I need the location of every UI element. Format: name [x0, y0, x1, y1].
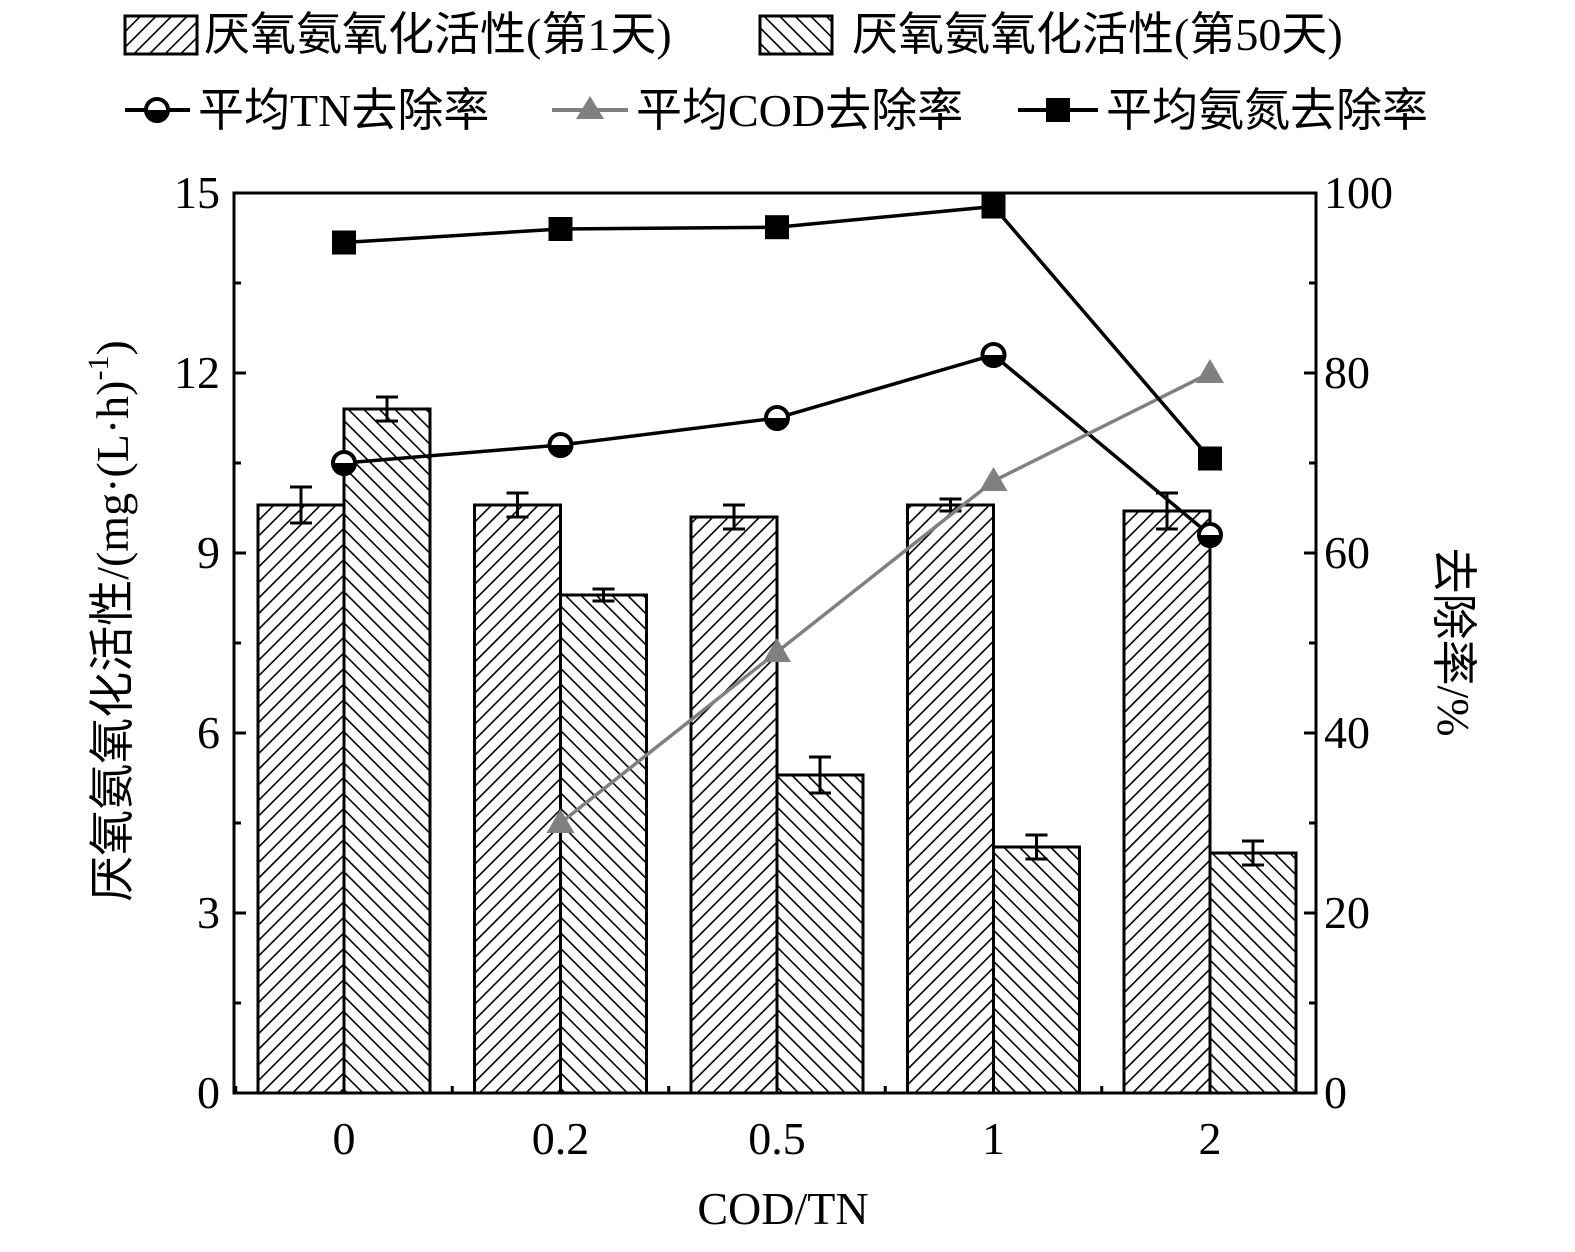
point-nh4-1	[548, 217, 573, 241]
line-markers	[331, 194, 1224, 833]
error-bar-day50-0	[376, 395, 398, 423]
y-right-tick-label: 0	[1324, 1067, 1347, 1118]
x-tick-label: 0	[333, 1113, 356, 1164]
point-nh4-0	[332, 230, 356, 255]
y-left-tick-label: 3	[197, 887, 220, 938]
error-bar-day1-0	[290, 485, 312, 525]
bar-day1-4	[1122, 509, 1212, 1095]
legend-label-day50: 厌氧氨氧化活性(第50天)	[852, 9, 1343, 60]
y-right-tick-label: 20	[1324, 887, 1370, 938]
error-bar-day50-1	[592, 587, 615, 603]
legend-swatch-day50	[758, 14, 834, 56]
point-cod-2	[979, 467, 1008, 491]
x-tick-label: 0.5	[748, 1113, 806, 1164]
legend-label-tn: 平均TN去除率	[198, 85, 489, 136]
y-left-tick-label: 6	[197, 707, 220, 758]
legend-label-cod: 平均COD去除率	[636, 85, 963, 136]
point-cod-0	[546, 809, 575, 833]
bar-day50-3	[992, 845, 1081, 1095]
error-bar-day50-2	[809, 755, 831, 795]
bar-day50-4	[1208, 851, 1298, 1095]
point-nh4-4	[1198, 446, 1222, 471]
y-axis-right-title: 去除率/%	[1428, 547, 1479, 736]
y-left-tick-label: 12	[174, 347, 220, 398]
bar-day50-1	[559, 593, 648, 1095]
bar-day1-3	[906, 503, 995, 1095]
legend-marker-nh4	[1018, 98, 1098, 122]
legend-swatch-day1	[123, 14, 199, 56]
bars	[256, 407, 1298, 1095]
point-tn-0	[331, 450, 357, 476]
x-tick-label: 1	[982, 1113, 1005, 1164]
error-bar-day50-4	[1242, 839, 1264, 867]
bar-day50-2	[775, 773, 865, 1095]
error-bars	[290, 395, 1264, 867]
x-tick-label: 0.2	[532, 1113, 590, 1164]
bar-day1-1	[473, 503, 562, 1095]
point-cod-3	[1196, 359, 1224, 383]
error-bar-day1-1	[506, 491, 529, 519]
point-cod-1	[763, 638, 791, 662]
point-tn-2	[764, 405, 790, 431]
y-right-tick-label: 60	[1324, 527, 1370, 578]
point-nh4-2	[765, 215, 789, 240]
point-tn-4	[1197, 522, 1223, 548]
y-left-tick-label: 0	[197, 1067, 220, 1118]
y-left-tick-label: 15	[174, 167, 220, 218]
point-nh4-3	[981, 194, 1006, 219]
legend-marker-cod	[552, 96, 628, 119]
legend-marker-tn	[125, 97, 190, 123]
bar-day1-2	[689, 515, 779, 1095]
y-right-tick-label: 40	[1324, 707, 1370, 758]
line-cod	[559, 371, 1211, 825]
x-tick-label: 2	[1199, 1113, 1222, 1164]
error-bar-day1-2	[723, 503, 745, 531]
y-right-tick-label: 80	[1324, 347, 1370, 398]
point-tn-1	[547, 432, 574, 458]
y-right-tick-label: 100	[1324, 167, 1393, 218]
bar-day50-0	[342, 407, 432, 1095]
x-axis-title: COD/TN	[697, 1183, 868, 1234]
error-bar-day50-3	[1025, 833, 1048, 861]
bar-day1-0	[256, 503, 346, 1095]
legend-label-nh4: 平均氨氮去除率	[1106, 85, 1428, 136]
y-left-tick-label: 9	[197, 527, 220, 578]
point-tn-3	[980, 342, 1007, 368]
legend-label-day1: 厌氧氨氧化活性(第1天)	[204, 9, 672, 60]
y-axis-left-title: 厌氧氨氧化活性/(mg·(L·h)-1)	[82, 340, 138, 902]
legend: 厌氧氨氧化活性(第1天) 厌氧氨氧化活性(第50天) 平均TN去除率 平均COD…	[123, 9, 1428, 136]
